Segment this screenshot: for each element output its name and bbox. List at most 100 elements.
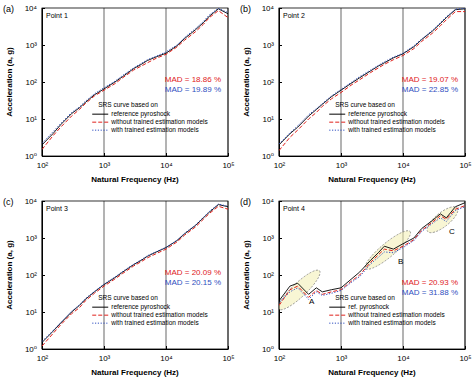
series-line xyxy=(42,8,228,143)
tick: 10³ xyxy=(25,41,45,50)
tick-mark xyxy=(42,156,45,157)
tick-mark xyxy=(42,119,45,120)
axis-line xyxy=(43,156,229,157)
grid-line xyxy=(465,8,466,156)
tick-mark xyxy=(42,349,45,350)
tick-mark xyxy=(403,346,404,349)
axis-line xyxy=(280,156,466,157)
tick-mark xyxy=(279,238,282,239)
tick-mark xyxy=(166,346,167,349)
grid-line xyxy=(465,201,466,349)
tick-label: 10¹ xyxy=(25,115,37,124)
annotation: MAD = 20.93 % xyxy=(402,278,458,287)
tick-mark xyxy=(279,275,282,276)
tick-mark xyxy=(104,153,105,156)
legend-swatch xyxy=(329,130,345,131)
legend-swatch xyxy=(329,122,345,123)
tick: 10³ xyxy=(336,153,348,170)
tick-mark xyxy=(403,153,404,156)
legend-label: without trained estimation models xyxy=(110,311,208,318)
annotation: MAD = 18.86 % xyxy=(165,75,221,84)
annotation: MAD = 20.09 % xyxy=(165,268,221,277)
tick: 10⁵ xyxy=(459,153,471,170)
legend-swatch xyxy=(92,114,108,115)
tick: 10⁴ xyxy=(25,4,45,13)
grid-line xyxy=(228,8,229,156)
plot-area xyxy=(42,204,228,346)
legend-label: ref. pyroshock xyxy=(348,303,390,311)
region-label: C xyxy=(449,227,455,236)
region-label: B xyxy=(398,257,403,266)
tick: 10³ xyxy=(262,234,282,243)
tick-mark xyxy=(279,349,282,350)
grid-line xyxy=(341,8,342,156)
tick-mark xyxy=(465,346,466,349)
annotation: MAD = 19.07 % xyxy=(402,75,458,84)
title: Point 1 xyxy=(46,12,68,19)
tick-label: 10⁴ xyxy=(160,161,173,170)
legend-label: without trained estimation models xyxy=(347,118,445,125)
region xyxy=(361,226,414,274)
tick: 10⁴ xyxy=(262,197,282,206)
tick: 10⁵ xyxy=(459,346,471,363)
title: Point 3 xyxy=(46,205,68,212)
legend-swatch xyxy=(92,323,108,324)
legend-title: SRS curve based on xyxy=(98,294,158,301)
plot-frame xyxy=(42,8,228,156)
legend: SRS curve based onref. pyroshockwithout … xyxy=(329,294,445,326)
panel-label: (b) xyxy=(240,4,251,14)
tick-mark xyxy=(42,238,45,239)
tick-mark xyxy=(42,201,45,202)
tick: 10³ xyxy=(25,234,45,243)
tick-label: 10³ xyxy=(25,234,37,243)
x-axis: 10²10³10⁴10⁵ xyxy=(37,153,235,170)
tick-label: 10⁰ xyxy=(25,345,37,354)
tick: 10⁴ xyxy=(397,153,410,170)
tick: 10³ xyxy=(336,346,348,363)
y-axis: 10⁰10¹10²10³10⁴ xyxy=(25,197,45,354)
tick-mark xyxy=(228,346,229,349)
legend-title: SRS curve based on xyxy=(335,101,395,108)
axis-line xyxy=(43,349,229,350)
tick-label: 10⁴ xyxy=(397,161,410,170)
tick-label: 10³ xyxy=(99,354,111,363)
tick-mark xyxy=(42,8,45,9)
tick-label: 10⁴ xyxy=(262,4,275,13)
tick: 10⁴ xyxy=(25,197,45,206)
series-line xyxy=(42,11,228,150)
legend-label: with trained estimation models xyxy=(347,126,436,133)
series-line xyxy=(279,203,465,301)
tick: 10² xyxy=(262,271,282,280)
tick-mark xyxy=(42,312,45,313)
tick-label: 10⁵ xyxy=(222,354,234,363)
tick: 10⁴ xyxy=(397,346,410,363)
plot-area xyxy=(279,8,465,150)
tick-label: 10⁰ xyxy=(25,152,37,161)
x-axis-title: Natural Frequency (Hz) xyxy=(91,175,179,184)
legend-label: reference pyroshock xyxy=(111,110,171,118)
tick-label: 10² xyxy=(262,271,274,280)
legend-swatch xyxy=(92,315,108,316)
tick-mark xyxy=(279,119,282,120)
tick-mark xyxy=(228,153,229,156)
tick: 10² xyxy=(262,78,282,87)
y-axis-title: Acceleration (a, g) xyxy=(5,47,14,117)
grid-line xyxy=(104,201,105,349)
tick: 10¹ xyxy=(262,115,282,124)
tick: 10¹ xyxy=(25,308,45,317)
legend-label: reference pyroshock xyxy=(348,110,408,118)
grid-line xyxy=(403,201,404,349)
y-axis-title: Acceleration (a, g) xyxy=(242,240,251,310)
panel: 10²10³10⁴10⁵10⁰10¹10²10³10⁴Natural Frequ… xyxy=(240,197,472,377)
tick-mark xyxy=(279,82,282,83)
legend-label: without trained estimation models xyxy=(347,311,445,318)
grid-line xyxy=(228,201,229,349)
plot-area xyxy=(279,202,465,314)
tick: 10¹ xyxy=(25,115,45,124)
annotation: MAD = 31.88 % xyxy=(402,288,458,297)
axis-line xyxy=(280,349,466,350)
panel-label: (d) xyxy=(240,197,251,207)
series-line xyxy=(42,205,228,343)
tick: 10² xyxy=(25,78,45,87)
annotation: MAD = 22.85 % xyxy=(402,85,458,94)
